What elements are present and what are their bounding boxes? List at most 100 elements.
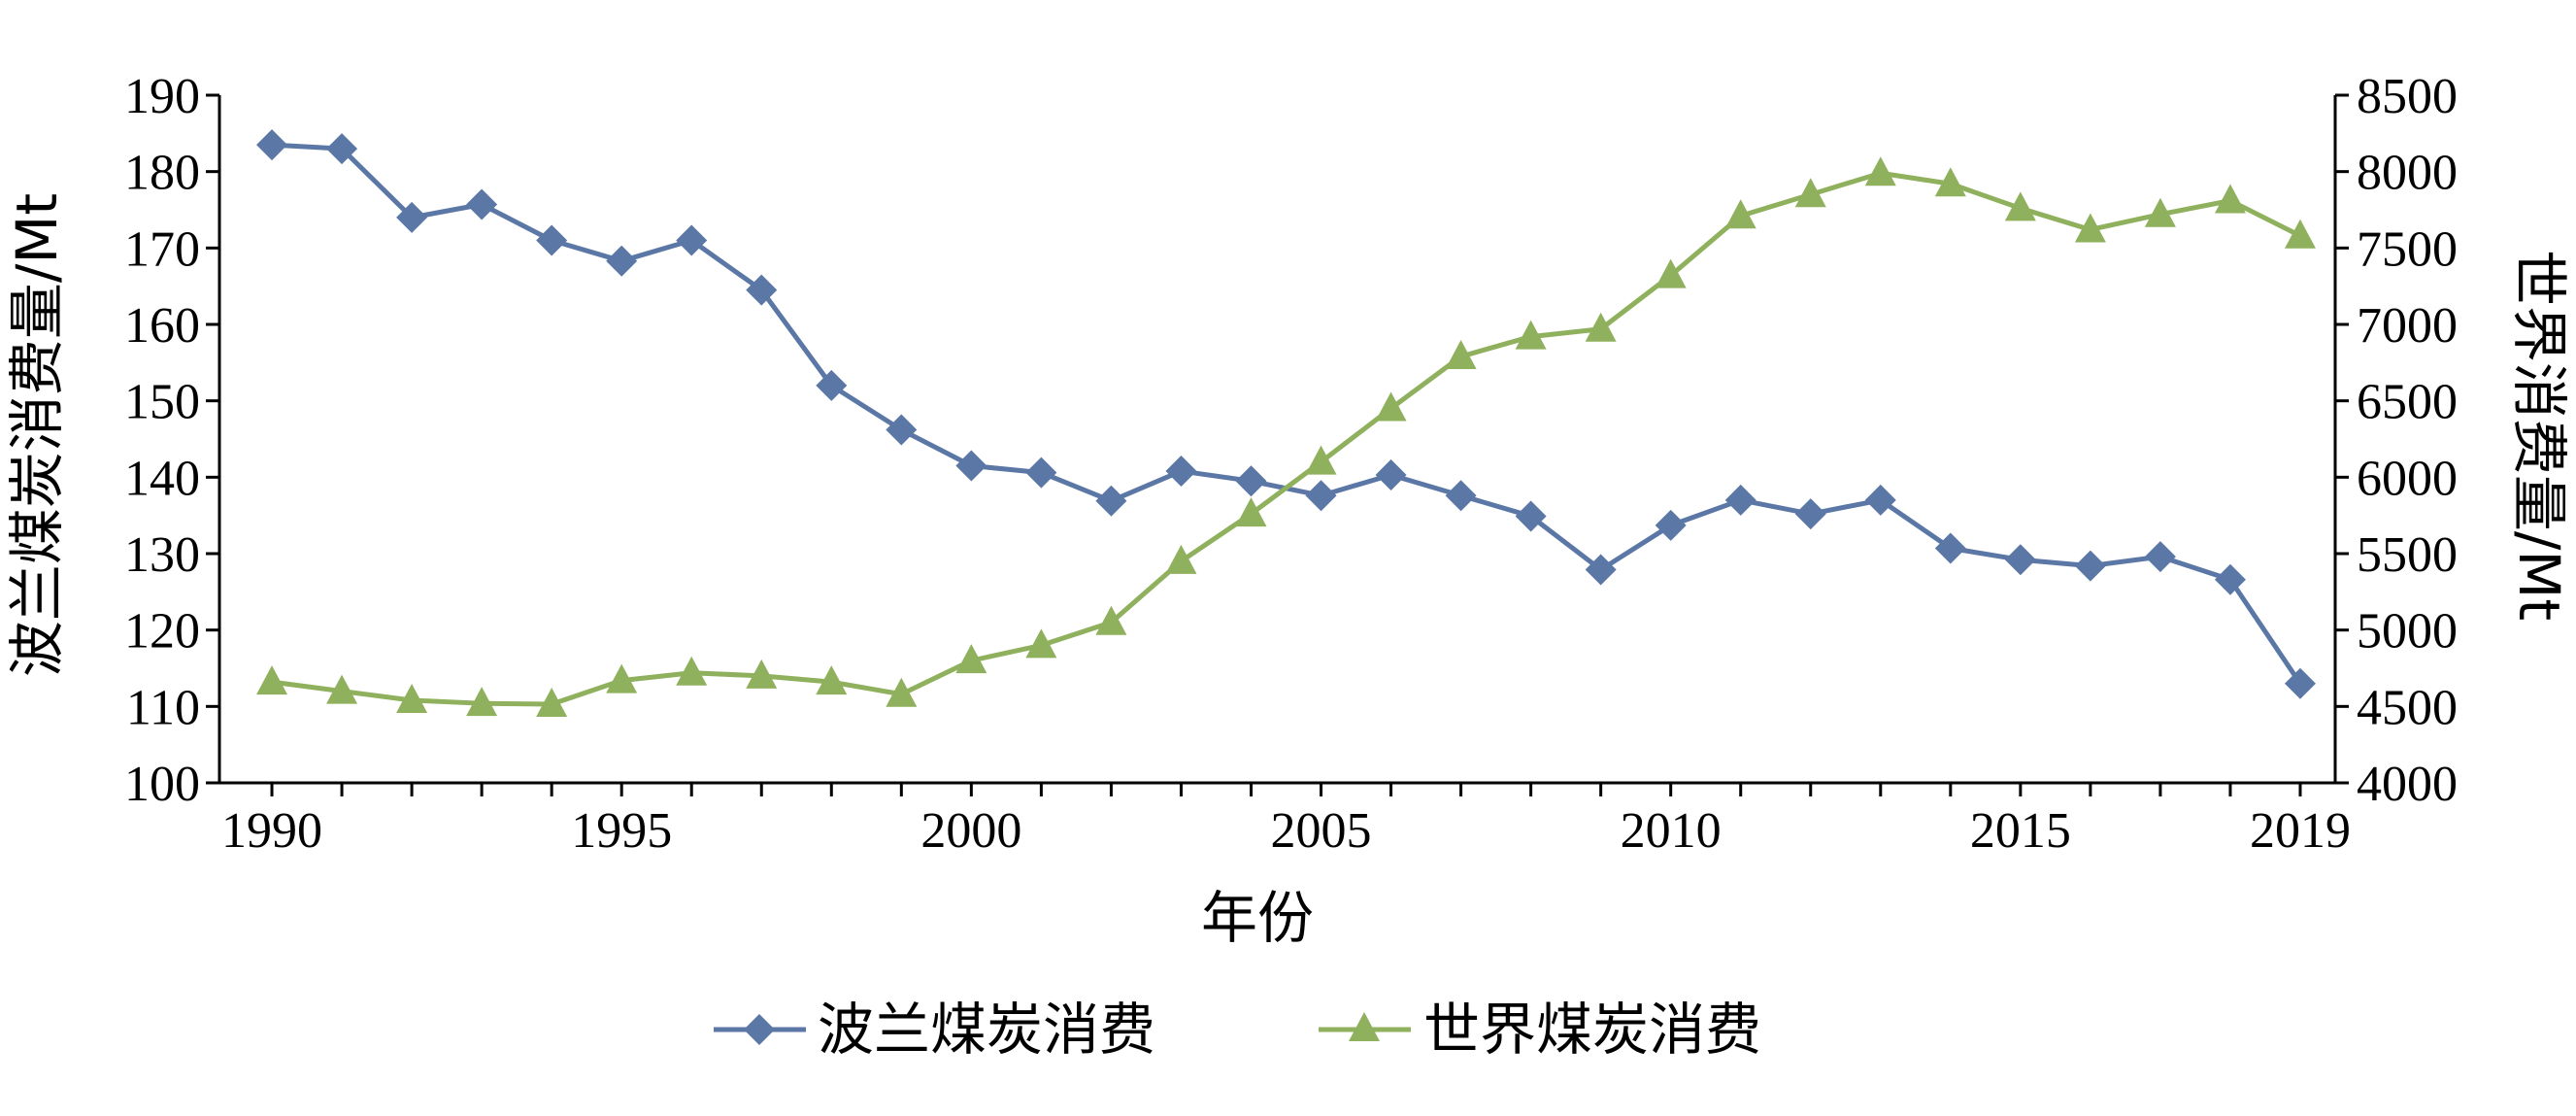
data-point [1934,167,1966,197]
x-tick-label: 1990 [221,803,322,859]
series-line [271,142,2303,686]
data-point [2214,184,2246,214]
left-y-axis-title: 波兰煤炭消费量/Mt [4,193,70,677]
data-point [2284,667,2316,699]
data-point [2144,197,2176,227]
data-point [2004,191,2036,221]
data-point [1375,391,1407,422]
right-y-tick-label: 8500 [2357,69,2458,124]
data-point [466,188,498,220]
right-y-tick-label: 8000 [2357,146,2458,201]
series-line [271,170,2302,707]
left-y-tick-label: 120 [124,604,200,659]
data-point [1655,509,1687,541]
x-ticks: 1990 1995 2000 2005 2010 2015 2019 [221,783,2351,859]
legend-marker-poland [744,1014,775,1045]
right-y-axis-title: 世界消费量/Mt [2506,250,2572,621]
right-y-tick-label: 5000 [2357,604,2458,659]
data-point [1585,312,1617,342]
data-point [2214,563,2246,595]
data-point [2144,541,2176,573]
data-point [1305,480,1337,512]
right-y-tick-label: 5500 [2357,527,2458,583]
left-y-tick-label: 170 [124,221,200,277]
legend-item-poland: 波兰煤炭消费 [714,997,1155,1063]
data-point [1025,628,1057,659]
data-point [816,665,848,695]
data-point [396,684,428,714]
legend-label-poland: 波兰煤炭消费 [818,997,1155,1063]
right-y-ticks: 4000 4500 5000 5500 6000 6500 7000 7500 8000 8500 [2335,69,2458,812]
right-y-tick-label: 6000 [2357,451,2458,506]
series-poland [256,129,2316,699]
right-y-tick-label: 4000 [2357,757,2458,812]
data-point [256,129,288,161]
data-point [746,274,778,306]
data-point [606,663,638,693]
data-point [1305,445,1337,475]
data-point [536,224,568,256]
data-point [1095,605,1127,635]
data-point [1445,480,1477,512]
x-tick-label: 2015 [1970,803,2071,859]
data-point [2074,213,2106,243]
data-point [1025,457,1057,489]
data-point [816,369,848,401]
data-point [606,245,638,277]
x-tick-label: 1995 [571,803,672,859]
data-point [886,677,918,707]
data-point [396,201,428,233]
axes [217,95,2337,785]
data-point [1165,544,1197,574]
right-y-tick-label: 7000 [2357,298,2458,354]
right-y-tick-label: 4500 [2357,680,2458,735]
data-point [746,659,778,689]
data-point [1794,498,1826,530]
data-point [1235,465,1267,497]
x-tick-label: 2000 [920,803,1021,859]
right-y-tick-label: 7500 [2357,221,2458,277]
data-point [676,656,708,686]
data-point [326,133,358,165]
left-y-tick-label: 180 [124,146,200,201]
legend-label-world: 世界煤炭消费 [1423,997,1761,1063]
data-point [1724,484,1756,516]
left-y-tick-label: 190 [124,69,200,124]
data-point [1585,554,1617,586]
legend-marker-world [1349,1012,1380,1041]
data-point [676,224,708,256]
x-axis-title: 年份 [1201,885,1314,951]
data-point [1515,320,1547,350]
left-y-tick-label: 160 [124,298,200,354]
data-point [1095,485,1127,517]
series-layer [256,129,2316,717]
left-y-tick-label: 130 [124,527,200,583]
right-y-tick-label: 6500 [2357,375,2458,430]
data-point [1934,532,1966,564]
data-point [1165,456,1197,488]
left-y-tick-label: 150 [124,375,200,430]
data-point [1724,199,1756,229]
data-point [256,665,288,695]
data-point [955,450,987,482]
data-point [1445,340,1477,370]
data-point [326,674,358,704]
left-y-tick-label: 140 [124,451,200,506]
data-point [1375,458,1407,490]
data-point [1655,258,1687,288]
left-y-tick-label: 100 [124,757,200,812]
x-tick-label: 2019 [2250,803,2351,859]
left-y-ticks: 100 110 120 130 140 150 160 170 180 190 [124,69,219,812]
data-point [1515,500,1547,532]
legend: 波兰煤炭消费 世界煤炭消费 [714,997,1761,1063]
x-tick-label: 2005 [1271,803,1372,859]
data-point [1864,484,1896,516]
data-point [886,414,918,446]
data-point [1235,497,1267,527]
data-point [2004,544,2036,576]
x-tick-label: 2010 [1621,803,1722,859]
data-point [466,687,498,717]
legend-item-world: 世界煤炭消费 [1319,997,1761,1063]
data-point [536,687,568,717]
